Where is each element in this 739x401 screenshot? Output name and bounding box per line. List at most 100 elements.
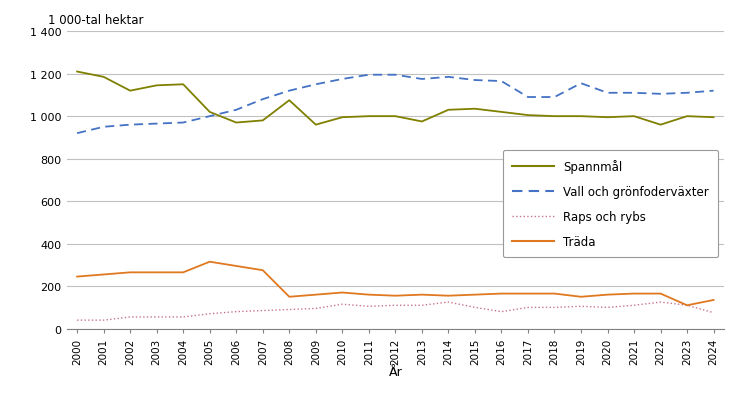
Text: 1 000-tal hektar: 1 000-tal hektar: [48, 14, 143, 27]
Raps och rybs: [285, 307, 293, 312]
Spannmål: [418, 120, 426, 125]
Raps och rybs: [497, 310, 506, 314]
Träda: [418, 292, 426, 297]
Träda: [179, 270, 188, 275]
Raps och rybs: [523, 305, 532, 310]
Träda: [232, 264, 241, 269]
Raps och rybs: [603, 305, 612, 310]
Spannmål: [471, 107, 480, 112]
Spannmål: [285, 99, 293, 103]
Träda: [152, 270, 161, 275]
Spannmål: [205, 110, 214, 115]
Träda: [683, 303, 692, 308]
Raps och rybs: [232, 310, 241, 314]
Vall och grönfoderväxter: [709, 89, 718, 94]
Raps och rybs: [311, 306, 320, 311]
Träda: [444, 294, 453, 298]
Spannmål: [630, 114, 638, 119]
Spannmål: [364, 114, 373, 119]
Raps och rybs: [152, 315, 161, 320]
Vall och grönfoderväxter: [179, 121, 188, 126]
Vall och grönfoderväxter: [471, 79, 480, 83]
Raps och rybs: [656, 300, 665, 305]
Spannmål: [179, 83, 188, 87]
Vall och grönfoderväxter: [99, 125, 108, 130]
Raps och rybs: [259, 308, 268, 313]
Vall och grönfoderväxter: [285, 89, 293, 94]
Raps och rybs: [550, 305, 559, 310]
Spannmål: [683, 114, 692, 119]
Spannmål: [152, 84, 161, 89]
Spannmål: [311, 123, 320, 128]
Träda: [391, 294, 400, 298]
Raps och rybs: [683, 303, 692, 308]
Spannmål: [444, 108, 453, 113]
Träda: [603, 292, 612, 297]
Träda: [497, 292, 506, 296]
Vall och grönfoderväxter: [364, 73, 373, 78]
Raps och rybs: [99, 318, 108, 323]
Vall och grönfoderväxter: [232, 108, 241, 113]
Vall och grönfoderväxter: [603, 91, 612, 96]
Träda: [338, 290, 347, 295]
Träda: [72, 274, 81, 279]
Träda: [285, 295, 293, 300]
Vall och grönfoderväxter: [630, 91, 638, 96]
Träda: [259, 268, 268, 273]
Line: Spannmål: Spannmål: [77, 72, 714, 126]
Träda: [364, 292, 373, 297]
Line: Träda: Träda: [77, 262, 714, 306]
Raps och rybs: [179, 315, 188, 320]
Spannmål: [72, 70, 81, 75]
Träda: [709, 298, 718, 303]
Spannmål: [603, 115, 612, 120]
Träda: [99, 272, 108, 277]
Vall och grönfoderväxter: [311, 83, 320, 87]
Träda: [523, 292, 532, 296]
Raps och rybs: [444, 300, 453, 305]
Vall och grönfoderväxter: [497, 79, 506, 84]
Vall och grönfoderväxter: [656, 92, 665, 97]
Line: Vall och grönfoderväxter: Vall och grönfoderväxter: [77, 75, 714, 134]
Raps och rybs: [338, 302, 347, 307]
Raps och rybs: [471, 305, 480, 310]
Vall och grönfoderväxter: [338, 77, 347, 82]
Vall och grönfoderväxter: [523, 95, 532, 100]
Raps och rybs: [576, 304, 585, 309]
Raps och rybs: [364, 304, 373, 309]
Spannmål: [576, 114, 585, 119]
Vall och grönfoderväxter: [550, 95, 559, 100]
Spannmål: [99, 75, 108, 80]
Spannmål: [259, 119, 268, 124]
Spannmål: [550, 114, 559, 119]
Raps och rybs: [72, 318, 81, 323]
Vall och grönfoderväxter: [152, 122, 161, 127]
Line: Raps och rybs: Raps och rybs: [77, 302, 714, 320]
Träda: [471, 292, 480, 297]
Spannmål: [126, 89, 134, 94]
Legend: Spannmål, Vall och grönfoderväxter, Raps och rybs, Träda: Spannmål, Vall och grönfoderväxter, Raps…: [503, 151, 718, 258]
Raps och rybs: [391, 303, 400, 308]
Vall och grönfoderväxter: [259, 97, 268, 102]
X-axis label: År: År: [389, 366, 402, 379]
Raps och rybs: [126, 315, 134, 320]
Vall och grönfoderväxter: [391, 73, 400, 78]
Spannmål: [523, 113, 532, 118]
Raps och rybs: [418, 303, 426, 308]
Träda: [656, 292, 665, 296]
Träda: [311, 292, 320, 297]
Träda: [630, 292, 638, 296]
Träda: [126, 270, 134, 275]
Spannmål: [656, 123, 665, 128]
Träda: [550, 292, 559, 296]
Raps och rybs: [709, 310, 718, 315]
Vall och grönfoderväxter: [205, 114, 214, 119]
Spannmål: [391, 114, 400, 119]
Vall och grönfoderväxter: [126, 123, 134, 128]
Raps och rybs: [205, 312, 214, 316]
Spannmål: [497, 110, 506, 115]
Träda: [205, 260, 214, 265]
Spannmål: [709, 115, 718, 120]
Vall och grönfoderväxter: [444, 75, 453, 80]
Träda: [576, 295, 585, 300]
